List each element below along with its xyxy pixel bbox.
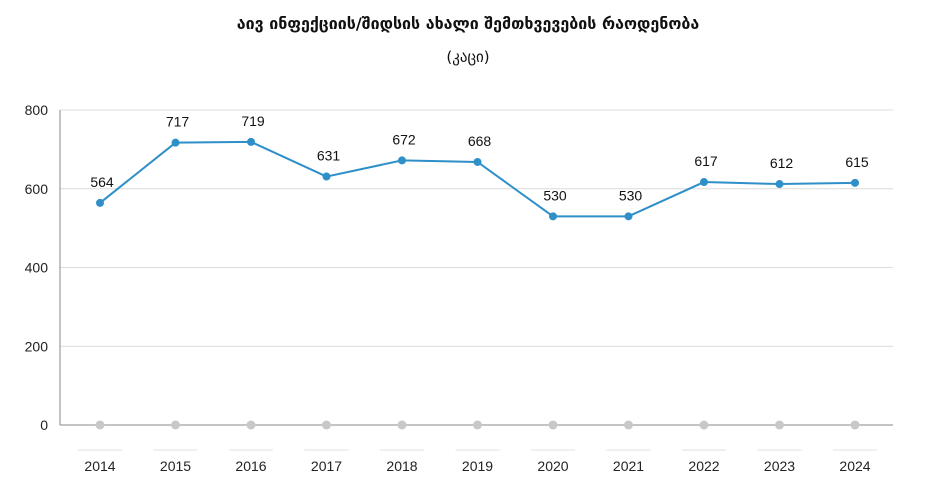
x-tick-label: 2017 xyxy=(311,458,342,474)
data-label: 668 xyxy=(468,133,492,149)
data-label: 617 xyxy=(694,153,718,169)
x-tick-label: 2020 xyxy=(537,458,568,474)
x-tick-label: 2019 xyxy=(462,458,493,474)
y-tick-label: 0 xyxy=(40,417,48,433)
data-point xyxy=(700,178,708,187)
data-label: 615 xyxy=(845,154,869,170)
chart-title: აივ ინფექციის/შიდსის ახალი შემთხვევების … xyxy=(236,14,700,33)
data-point xyxy=(398,156,406,165)
series-line xyxy=(99,140,856,218)
baseline-point xyxy=(775,420,784,430)
data-point xyxy=(96,198,104,207)
data-point xyxy=(473,157,482,166)
data-label: 612 xyxy=(770,155,794,171)
y-tick-label: 800 xyxy=(25,102,49,118)
x-tick-label: 2023 xyxy=(764,458,795,474)
x-tick-label: 2015 xyxy=(160,458,191,474)
data-label: 631 xyxy=(317,148,341,164)
data-point xyxy=(549,212,557,221)
y-tick-label: 400 xyxy=(25,260,49,276)
x-tick-label: 2014 xyxy=(84,458,115,474)
baseline-point xyxy=(473,420,482,430)
baseline-point xyxy=(171,420,180,430)
baseline-point xyxy=(850,420,860,430)
baseline-point xyxy=(699,420,709,430)
baseline-point xyxy=(322,420,331,430)
data-label: 530 xyxy=(543,187,567,203)
x-tick-label: 2021 xyxy=(613,458,644,474)
data-point xyxy=(775,180,784,189)
y-tick-label: 600 xyxy=(25,181,49,197)
baseline-point xyxy=(246,420,256,430)
data-label: 530 xyxy=(619,187,643,203)
x-tick-label: 2016 xyxy=(235,458,266,474)
data-label: 564 xyxy=(90,174,114,190)
data-point xyxy=(624,212,633,221)
data-label: 672 xyxy=(392,131,416,147)
x-tick-label: 2022 xyxy=(688,458,719,474)
y-tick-label: 200 xyxy=(25,338,49,354)
chart-subtitle: (კაცი) xyxy=(446,48,490,66)
data-label: 719 xyxy=(241,113,265,129)
baseline-point xyxy=(548,420,558,430)
baseline-point xyxy=(624,420,633,430)
data-point xyxy=(851,178,859,187)
data-point xyxy=(171,138,180,147)
data-label: 717 xyxy=(166,114,190,130)
baseline-point xyxy=(397,420,407,430)
x-tick-label: 2018 xyxy=(386,458,417,474)
x-tick-label: 2024 xyxy=(839,458,870,474)
data-point xyxy=(322,172,331,181)
data-point xyxy=(247,137,255,146)
baseline-point xyxy=(95,420,105,430)
